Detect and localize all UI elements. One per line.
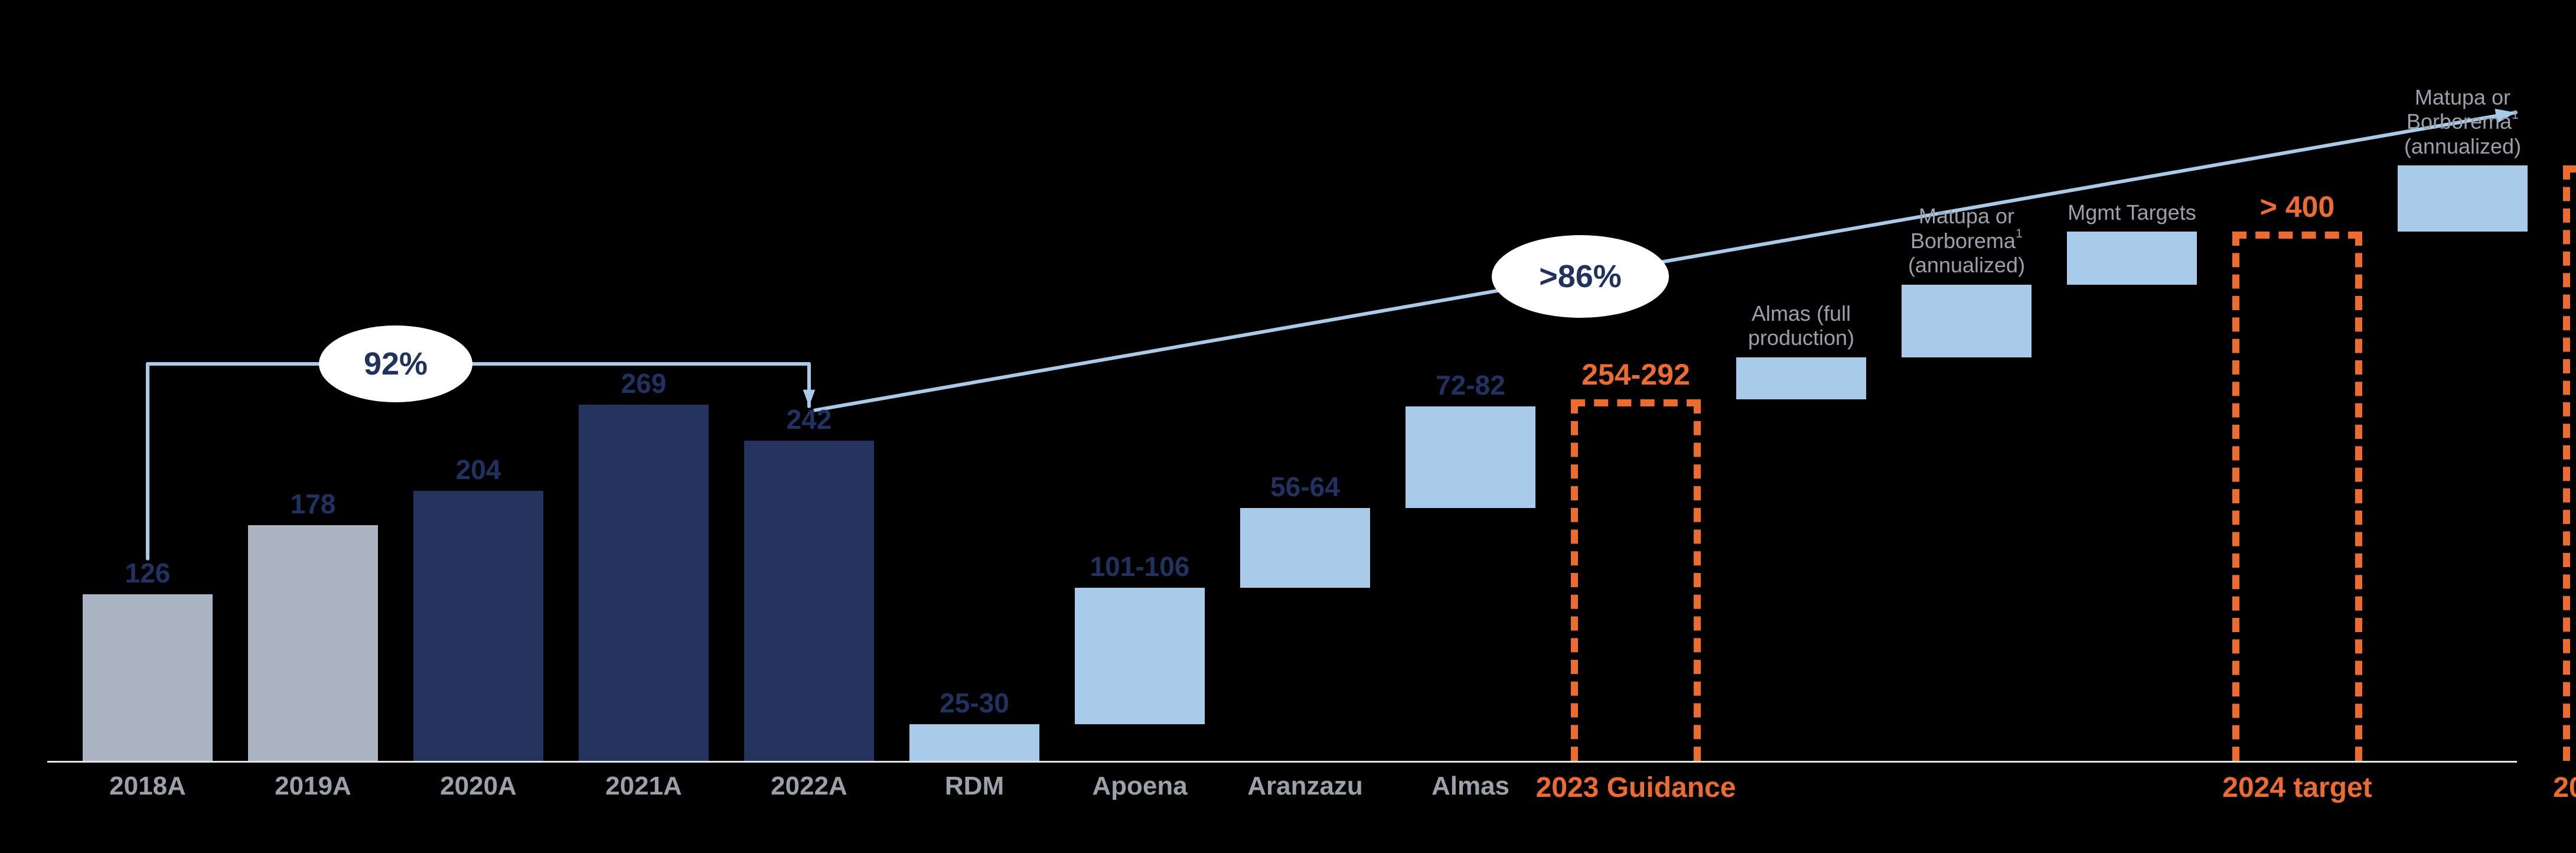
bar-b2018A <box>83 594 213 761</box>
bar-b2022A <box>744 441 874 761</box>
chart-overlay-svg <box>0 0 2576 853</box>
bar-b2025T <box>2563 165 2576 761</box>
bar-value-b2024T: > 400 <box>2209 190 2386 224</box>
growth-pill-92: 92% <box>319 325 472 402</box>
growth-pill-92-text: 92% <box>364 346 428 382</box>
bar-bAranzazu <box>1240 508 1370 587</box>
bar-value-bAranzazu: 56-64 <box>1217 471 1394 503</box>
bar-value-b2018A: 126 <box>59 558 236 589</box>
bar-bMB2 <box>2398 165 2528 232</box>
bar-value-b2019A: 178 <box>224 489 402 520</box>
bar-b2020A <box>413 491 543 761</box>
growth-pill-86: >86% <box>1492 235 1669 318</box>
x-axis-line <box>47 761 2517 763</box>
bar-sublabel-bMB2: Matupa or Borborema1 (annualized) <box>2368 85 2557 158</box>
bar-sublabel-bAlmasFull: Almas (full production) <box>1707 301 1896 350</box>
bar-value-b2021A: 269 <box>555 368 732 399</box>
bar-bRDM <box>909 724 1039 761</box>
bar-value-b2023G: 254-292 <box>1547 358 1724 392</box>
bar-bAlmasFull <box>1736 357 1866 400</box>
bar-bAlmas <box>1406 406 1535 508</box>
bar-bMB1 <box>1902 285 2032 357</box>
bar-b2019A <box>248 525 378 761</box>
bar-b2021A <box>579 405 709 761</box>
bar-b2023G <box>1571 399 1701 761</box>
bar-value-bRDM: 25-30 <box>886 688 1063 719</box>
x-label-b2024T: 2024 target <box>2197 771 2398 804</box>
bar-sublabel-bMgmt: Mgmt Targets <box>2037 200 2226 224</box>
bar-bMgmt <box>2067 232 2197 285</box>
bar-bApoena <box>1075 588 1205 725</box>
x-label-b2023G: 2023 Guidance <box>1535 771 1736 804</box>
bar-value-b2020A: 204 <box>390 454 567 486</box>
bar-sublabel-bMB1: Matupa or Borborema1 (annualized) <box>1872 204 2061 277</box>
x-label-b2025T: 2025 target <box>2528 771 2576 804</box>
bar-b2024T <box>2232 232 2362 761</box>
bar-value-bAlmas: 72-82 <box>1382 370 1559 401</box>
bar-value-b2025T: > 450 <box>2539 124 2576 158</box>
bar-value-b2022A: 242 <box>720 404 898 435</box>
growth-pill-86-text: >86% <box>1539 258 1622 295</box>
bar-value-bApoena: 101-106 <box>1051 551 1228 582</box>
production-growth-chart: 1262018A1782019A2042020A2692021A2422022A… <box>0 0 2576 853</box>
